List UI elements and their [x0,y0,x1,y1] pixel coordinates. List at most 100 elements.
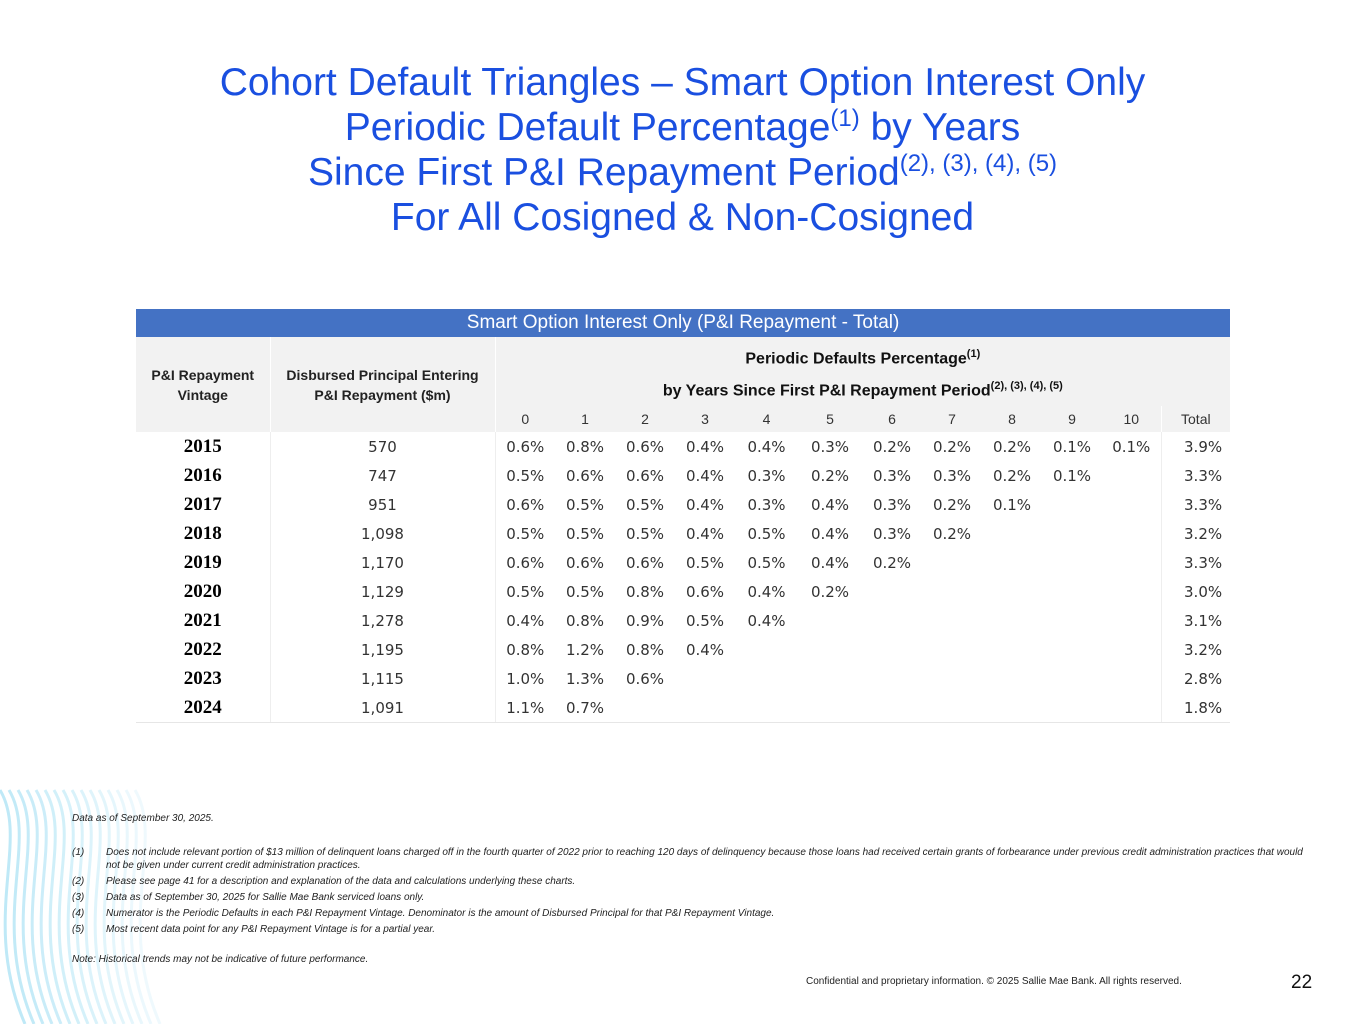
default-pct-cell: 0.8% [565,611,605,630]
principal-cell: 747 [269,461,496,490]
default-pct-cell: 0.5% [625,524,665,543]
decorative-wave-graphic [0,789,162,1024]
total-cell: 3.3% [1160,490,1231,519]
default-pct-cell: 0.8% [625,640,665,659]
header-periodic-line2: by Years Since First P&I Repayment Perio… [495,374,1231,406]
principal-cell: 570 [269,432,496,461]
footnote-key: (5) [72,924,85,935]
footnote-text: Does not include relevant portion of $13… [106,847,1303,871]
default-pct-cell: 0.7% [555,693,615,723]
default-pct-cell: 0.1% [1052,466,1092,485]
default-pct-cell [1102,577,1161,606]
wave-line [16,789,45,1024]
default-pct-cell [1102,606,1161,635]
default-pct-cell [798,693,862,723]
year-header: 6 [862,406,922,432]
default-pct-cell [1042,490,1102,519]
vintage-cell: 2015 [183,435,222,457]
default-pct-cell: 0.5% [506,466,545,485]
default-pct-cell: 0.2% [932,437,972,456]
default-pct-cell [922,693,982,723]
footnote-ref: (2), (3), (4), (5) [899,150,1058,177]
default-pct-cell: 0.5% [565,495,605,514]
year-header: 1 [555,406,615,432]
default-pct-cell [1042,548,1102,577]
vintage-cell: 2016 [183,464,222,486]
wave-line [43,789,72,1024]
default-pct-cell: 0.5% [506,582,545,601]
default-pct-cell: 0.2% [810,582,850,601]
vintage-cell: 2020 [183,580,222,602]
default-pct-cell [982,606,1042,635]
footnote-key: (2) [72,876,85,887]
principal-cell: 1,278 [269,606,496,635]
default-pct-cell: 0.3% [747,466,786,485]
default-pct-cell: 0.6% [625,669,665,688]
year-header: 5 [798,406,862,432]
default-pct-cell: 0.4% [747,437,786,456]
footnote-ref: (1) [966,347,981,360]
default-pct-cell: 0.4% [506,611,545,630]
wave-line [124,789,153,1024]
default-pct-cell: 0.6% [506,437,545,456]
default-pct-cell: 1.0% [506,669,545,688]
wave-line [7,789,36,1024]
default-pct-cell: 0.4% [685,524,725,543]
default-pct-cell: 0.2% [810,466,850,485]
default-pct-cell [798,606,862,635]
default-pct-cell: 0.5% [506,524,545,543]
principal-cell: 1,195 [269,635,496,664]
vintage-cell: 2018 [183,522,222,544]
default-pct-cell: 0.8% [506,640,545,659]
wave-line [25,789,54,1024]
default-pct-cell: 0.5% [565,582,605,601]
principal-cell: 1,170 [269,548,496,577]
principal-cell: 1,115 [269,664,496,693]
footnote: (3) Data as of September 30, 2025 for Sal… [72,891,1312,904]
footnote: (5) Most recent data point for any P&I Re… [72,923,1312,936]
default-pct-cell: 0.5% [685,611,725,630]
footnote: (2) Please see page 41 for a description … [72,875,1312,888]
default-pct-cell [1102,548,1161,577]
default-pct-cell [862,635,922,664]
wave-line [34,789,63,1024]
default-pct-cell [1042,693,1102,723]
title-line-3: Since First P&I Repayment Period(2), (3)… [0,150,1365,195]
default-pct-cell [1102,693,1161,723]
table-row: 2017 951 0.6% 0.5% 0.5% 0.4% 0.3% 0.4% 0.3% 0.2% 0… [136,490,1231,519]
principal-cell: 1,091 [269,693,496,723]
disclaimer: Note: Historical trends may not be indic… [72,954,369,965]
year-header: 4 [735,406,798,432]
default-pct-cell: 0.4% [747,582,786,601]
default-pct-cell [1102,461,1161,490]
wave-line [97,789,126,1024]
wave-line [70,789,99,1024]
year-header: 10 [1102,406,1161,432]
default-pct-cell [1042,664,1102,693]
vintage-cell: 2022 [183,638,222,660]
title-line-2: Periodic Default Percentage(1) by Years [0,105,1365,150]
wave-line [88,789,117,1024]
default-pct-cell: 0.3% [872,524,912,543]
year-header: 2 [615,406,675,432]
default-pct-cell: 0.4% [685,437,725,456]
title-line-1: Cohort Default Triangles – Smart Option … [219,61,1146,104]
default-pct-cell: 1.1% [495,693,555,723]
default-pct-cell: 0.9% [625,611,665,630]
wave-line [61,789,90,1024]
default-pct-cell: 0.8% [625,582,665,601]
default-pct-cell: 0.3% [747,495,786,514]
total-cell: 3.9% [1160,432,1231,461]
year-header: 8 [982,406,1042,432]
default-pct-cell [982,693,1042,723]
default-pct-cell: 0.2% [992,437,1032,456]
total-cell: 3.1% [1160,606,1231,635]
default-pct-cell: 0.3% [872,466,912,485]
table-row: 2020 1,129 0.5% 0.5% 0.8% 0.6% 0.4% 0.2% 3.0% [136,577,1231,606]
default-pct-cell: 1.2% [565,640,605,659]
default-pct-cell: 0.2% [932,495,972,514]
vintage-cell: 2024 [136,693,270,723]
total-cell: 3.0% [1160,577,1231,606]
page-title: Cohort Default Triangles – Smart Option … [0,60,1365,240]
table-row: 2021 1,278 0.4% 0.8% 0.9% 0.5% 0.4% 3.1% [136,606,1231,635]
